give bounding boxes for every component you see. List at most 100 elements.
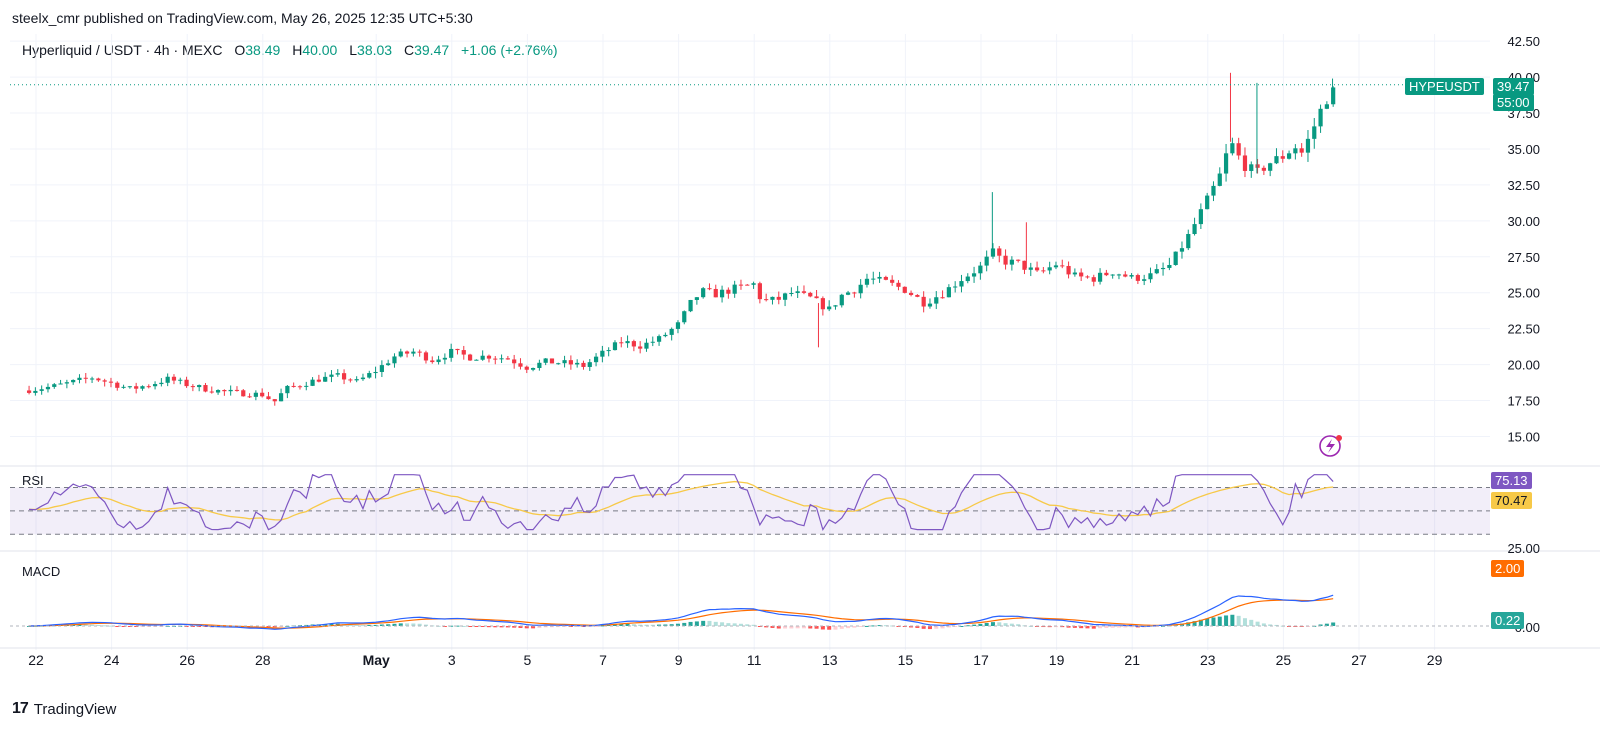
x-tick-label: 9: [675, 652, 683, 668]
macd-histogram-bar: [858, 626, 863, 627]
candle: [171, 374, 177, 385]
macd-histogram-bar: [354, 624, 359, 626]
candle: [537, 359, 542, 371]
candle: [587, 359, 592, 371]
symbol-title[interactable]: Hyperliquid / USDT · 4h · MEXC: [22, 42, 223, 58]
candle: [247, 393, 252, 398]
candle: [1079, 268, 1084, 282]
candle-body: [493, 358, 498, 360]
candle-body: [83, 377, 88, 379]
x-tick-label: 25: [1276, 652, 1292, 668]
candle-body: [102, 380, 107, 382]
macd-histogram-bar: [1041, 626, 1046, 628]
macd-histogram-bar: [978, 623, 983, 626]
macd-histogram-bar: [1098, 626, 1103, 629]
candle: [1028, 262, 1033, 277]
macd-histogram-bar: [1047, 626, 1052, 628]
candle: [310, 377, 315, 387]
candle-body: [1160, 267, 1166, 270]
y-tick-label: 35.00: [1507, 142, 1540, 157]
published-line: steelx_cmr published on TradingView.com,…: [12, 10, 473, 26]
candle-body: [1179, 248, 1185, 252]
alert-lightning-icon: [1319, 435, 1342, 457]
macd-label: MACD: [22, 564, 61, 579]
change-value: +1.06 (+2.76%): [461, 42, 558, 58]
candle-body: [1167, 264, 1172, 268]
candle: [827, 300, 832, 312]
candle-body: [190, 386, 195, 388]
candle-body: [165, 376, 170, 383]
candle-body: [883, 276, 888, 280]
rsi-bottom-tick: 25.00: [1507, 541, 1540, 556]
macd-histogram-bar: [556, 626, 561, 628]
candle: [890, 275, 895, 286]
macd-histogram-bar: [877, 625, 882, 627]
candle: [1091, 274, 1096, 287]
macd-histogram-bar: [921, 626, 926, 629]
candle: [764, 293, 769, 302]
candle: [1268, 162, 1273, 177]
candle-body: [820, 298, 825, 310]
candle-body: [839, 294, 844, 306]
candle: [1053, 261, 1059, 270]
candle: [997, 245, 1002, 263]
candle-body: [304, 385, 309, 387]
x-tick-label: 15: [898, 652, 914, 668]
macd-histogram-bar: [272, 626, 277, 628]
candle-body: [814, 296, 819, 299]
candle-body: [745, 284, 750, 286]
candle: [1060, 259, 1065, 269]
macd-histogram-bar: [373, 624, 378, 626]
candle: [871, 271, 876, 285]
candle-body: [776, 296, 781, 300]
macd-histogram-bar: [1091, 626, 1096, 629]
candle-body: [789, 293, 794, 295]
candle-body: [751, 283, 756, 285]
candle: [1198, 203, 1203, 229]
candle-body: [1198, 209, 1203, 225]
candle: [1022, 260, 1027, 275]
macd-histogram-bar: [1009, 623, 1014, 626]
macd-histogram-bar: [1331, 622, 1336, 626]
candle: [121, 384, 126, 389]
tradingview-brand[interactable]: 17 TradingView: [12, 700, 116, 718]
candle-body: [638, 346, 643, 349]
candle-body: [436, 359, 441, 363]
macd-histogram-bar: [581, 626, 586, 627]
candle-body: [58, 383, 63, 385]
candle-body: [241, 390, 246, 397]
candle: [915, 294, 920, 298]
macd-histogram-bar: [1116, 626, 1121, 628]
macd-histogram-bar: [984, 622, 989, 626]
macd-hist-badge: 0.22: [1491, 612, 1525, 629]
macd-histogram-bar: [1192, 621, 1197, 626]
x-tick-label: 3: [448, 652, 456, 668]
macd-histogram-bar: [1261, 623, 1266, 626]
candle: [455, 348, 460, 355]
low-label: L: [349, 42, 358, 58]
macd-histogram-bar: [946, 626, 951, 628]
macd-signal-badge: 2.00: [1491, 560, 1525, 577]
macd-histogram-bar: [871, 625, 876, 627]
candle-body: [45, 386, 51, 390]
candle: [146, 384, 151, 389]
x-tick-label: 5: [524, 652, 532, 668]
macd-histogram-bar: [386, 624, 391, 626]
x-tick-label: 17: [973, 652, 989, 668]
candle-body: [719, 289, 725, 298]
x-tick-label: 21: [1124, 652, 1140, 668]
macd-histogram-bar: [701, 620, 706, 626]
candle-body: [39, 389, 44, 391]
candle-body: [197, 385, 202, 388]
macd-histogram-bar: [927, 626, 932, 630]
candle-body: [272, 399, 277, 402]
candle-body: [946, 287, 951, 298]
candle-body: [373, 371, 378, 374]
macd-histogram-bar: [379, 624, 384, 626]
candle-body: [1148, 273, 1153, 280]
candle: [600, 345, 605, 363]
candle: [348, 378, 353, 383]
y-tick-label: 20.00: [1507, 358, 1540, 373]
candle: [1299, 143, 1304, 157]
